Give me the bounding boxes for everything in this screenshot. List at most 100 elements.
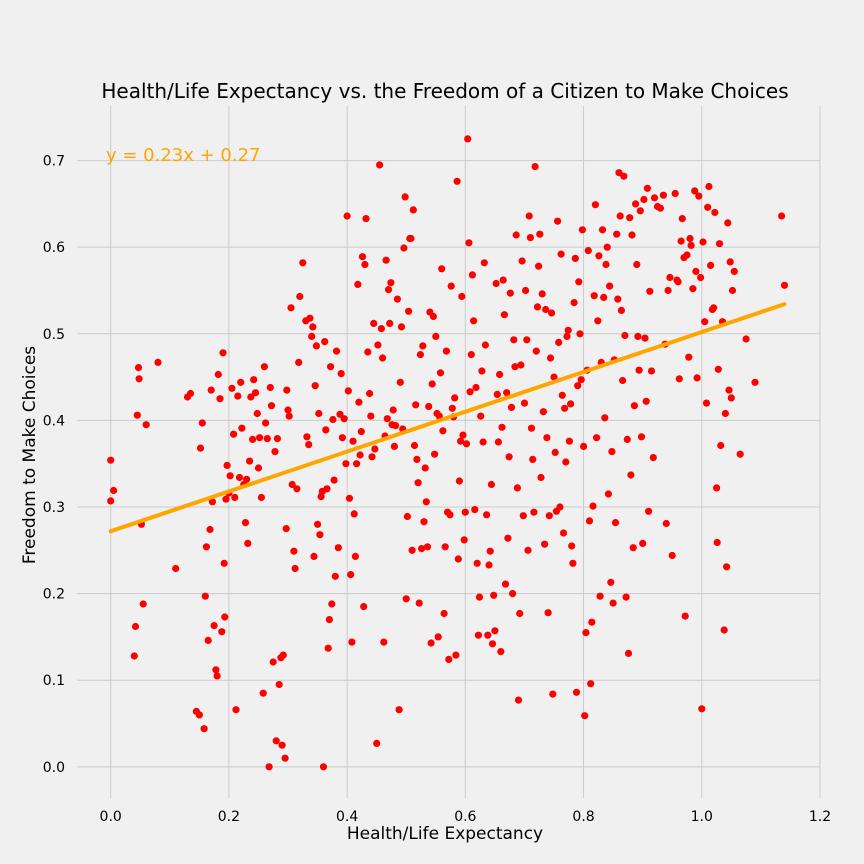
data-point: [487, 480, 495, 489]
data-point: [721, 409, 730, 418]
data-point: [460, 536, 468, 544]
data-point: [518, 257, 526, 265]
data-point: [675, 375, 683, 383]
data-point: [234, 392, 242, 400]
data-point: [195, 711, 203, 719]
data-point: [371, 445, 379, 453]
data-point: [629, 544, 637, 552]
data-point: [587, 680, 595, 688]
data-point: [707, 261, 715, 269]
data-point: [142, 421, 150, 429]
data-point: [288, 480, 296, 489]
data-point: [647, 367, 656, 375]
data-point: [247, 393, 255, 401]
data-point: [569, 559, 577, 567]
data-point: [348, 638, 356, 646]
data-point: [723, 563, 731, 571]
data-point: [207, 386, 215, 394]
data-point: [222, 495, 230, 503]
data-point: [285, 412, 293, 420]
data-point: [246, 457, 254, 465]
data-point: [585, 517, 594, 525]
data-point: [309, 323, 317, 331]
data-point: [635, 366, 643, 374]
data-point: [504, 534, 512, 542]
x-tick-label: 0.0: [100, 809, 122, 825]
data-point: [135, 375, 143, 383]
data-point: [235, 473, 244, 482]
data-point: [448, 404, 456, 412]
data-point: [416, 351, 424, 359]
data-point: [380, 638, 388, 646]
data-point: [533, 303, 542, 311]
data-point: [367, 412, 375, 420]
data-point: [321, 338, 329, 346]
data-point: [649, 454, 657, 462]
data-point: [403, 512, 411, 521]
data-point: [687, 241, 695, 249]
data-point: [466, 388, 474, 396]
data-point: [686, 234, 694, 243]
data-point: [595, 252, 603, 260]
data-point: [621, 331, 629, 340]
data-point: [447, 282, 455, 290]
data-point: [275, 680, 283, 689]
data-point: [479, 438, 487, 446]
data-point: [485, 561, 493, 569]
data-point: [589, 502, 597, 510]
data-point: [650, 194, 659, 202]
data-point: [387, 279, 395, 287]
data-point: [263, 435, 271, 443]
data-point: [627, 471, 635, 479]
data-point: [278, 741, 286, 749]
data-point: [609, 599, 617, 607]
data-point: [260, 363, 268, 371]
data-point: [550, 373, 558, 381]
data-point: [257, 493, 265, 502]
data-point: [561, 404, 569, 412]
data-point: [693, 374, 701, 382]
data-point: [361, 260, 369, 269]
data-point: [133, 411, 141, 419]
data-point: [402, 595, 410, 603]
data-points: [107, 135, 789, 771]
data-point: [345, 494, 354, 502]
data-point: [500, 311, 508, 319]
data-point: [419, 342, 427, 350]
data-point: [223, 461, 231, 469]
data-point: [645, 507, 653, 515]
data-point: [601, 414, 609, 422]
data-point: [736, 450, 744, 458]
data-point: [413, 455, 421, 463]
data-point: [453, 177, 461, 185]
data-point: [208, 498, 216, 506]
data-point: [237, 378, 245, 386]
data-point: [538, 290, 546, 298]
data-point: [562, 458, 570, 466]
data-point: [228, 384, 236, 392]
data-point: [505, 453, 513, 461]
data-point: [389, 406, 397, 414]
data-point: [267, 402, 276, 410]
data-point: [110, 486, 118, 495]
x-tick-label: 0.6: [454, 809, 476, 825]
data-point: [539, 408, 548, 416]
data-point: [440, 609, 448, 618]
data-point: [384, 286, 393, 294]
data-point: [496, 370, 504, 379]
data-point: [544, 609, 552, 617]
data-point: [710, 304, 718, 312]
x-tick-label: 0.8: [572, 809, 594, 825]
data-point: [310, 552, 318, 561]
data-point: [637, 433, 646, 441]
data-point: [603, 243, 611, 251]
data-point: [508, 590, 517, 598]
data-point: [691, 187, 699, 195]
data-point: [677, 237, 685, 245]
data-point: [196, 444, 205, 452]
data-point: [501, 580, 510, 588]
data-point: [305, 441, 313, 449]
y-axis-label: Freedom to Make Choices: [20, 346, 40, 564]
data-point: [689, 285, 697, 293]
data-point: [368, 453, 376, 461]
